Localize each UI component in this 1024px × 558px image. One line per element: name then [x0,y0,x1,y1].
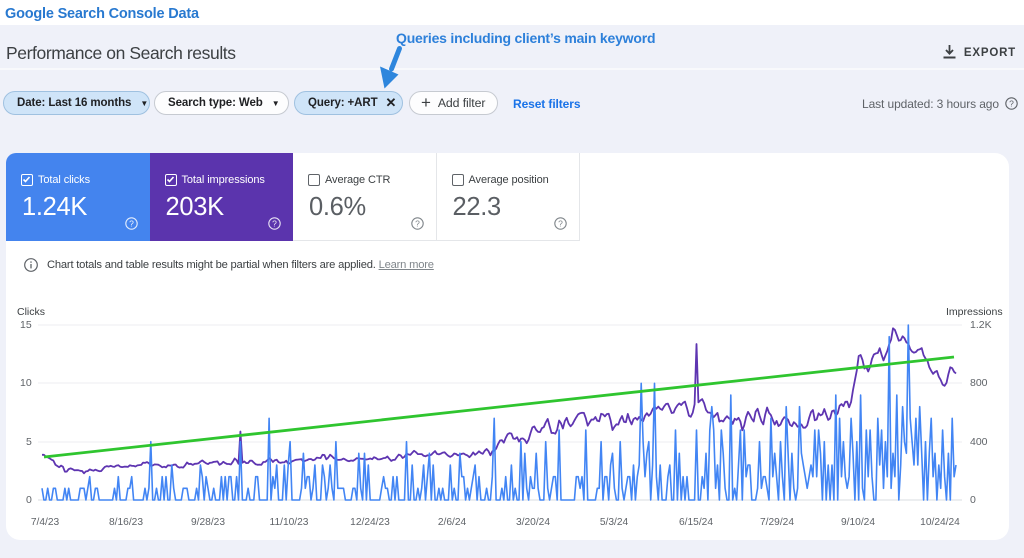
svg-text:?: ? [272,218,277,228]
svg-text:?: ? [415,218,420,228]
svg-text:?: ? [1010,98,1015,108]
svg-text:?: ? [129,218,134,228]
svg-text:?: ? [558,218,563,228]
